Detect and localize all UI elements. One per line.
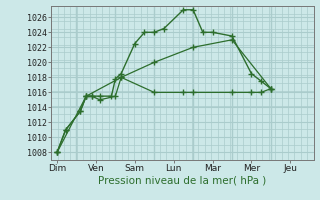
X-axis label: Pression niveau de la mer( hPa ): Pression niveau de la mer( hPa ) (98, 176, 267, 186)
